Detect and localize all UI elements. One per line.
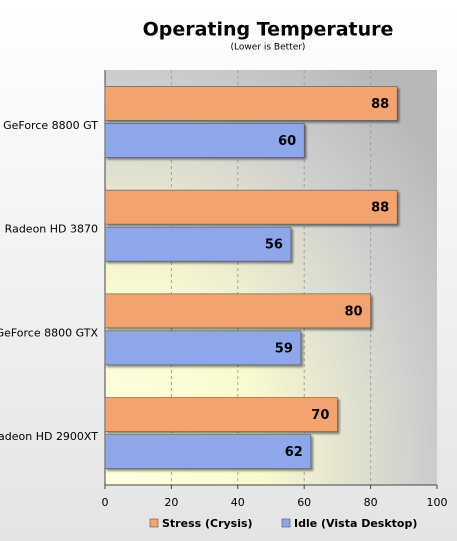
bar <box>104 397 338 432</box>
value-label: 59 <box>275 341 293 356</box>
value-label: 80 <box>345 304 363 319</box>
chart-subtitle: (Lower is Better) <box>231 43 306 53</box>
x-tick-label: 0 <box>102 496 109 509</box>
bar <box>104 189 398 225</box>
legend-label: Idle (Vista Desktop) <box>294 517 417 530</box>
bar <box>104 86 398 121</box>
y-tick-label: Radeon HD 3870 <box>5 223 98 236</box>
value-label: 70 <box>311 408 329 423</box>
y-tick-label: Radeon HD 2900XT <box>0 430 98 443</box>
value-label: 88 <box>371 201 389 216</box>
legend-label: Stress (Crysis) <box>162 517 253 530</box>
value-label: 56 <box>265 238 283 253</box>
bar <box>104 123 305 158</box>
x-tick-label: 60 <box>297 496 311 509</box>
chart-title: Operating Temperature <box>143 19 394 41</box>
bar <box>104 330 302 366</box>
y-tick-label: GeForce 8800 GT <box>3 119 98 132</box>
x-tick-label: 100 <box>427 496 448 509</box>
value-label: 88 <box>371 97 389 112</box>
value-label: 62 <box>285 445 303 460</box>
legend-swatch <box>281 518 291 528</box>
x-tick-label: 40 <box>231 496 245 509</box>
y-tick-label: GeForce 8800 GTX <box>0 326 98 339</box>
value-label: 60 <box>278 134 296 149</box>
bar <box>104 434 312 469</box>
bar <box>104 226 292 262</box>
x-tick-label: 80 <box>364 496 378 509</box>
legend-swatch <box>149 518 159 528</box>
x-tick-label: 20 <box>164 496 178 509</box>
bar <box>104 293 371 329</box>
